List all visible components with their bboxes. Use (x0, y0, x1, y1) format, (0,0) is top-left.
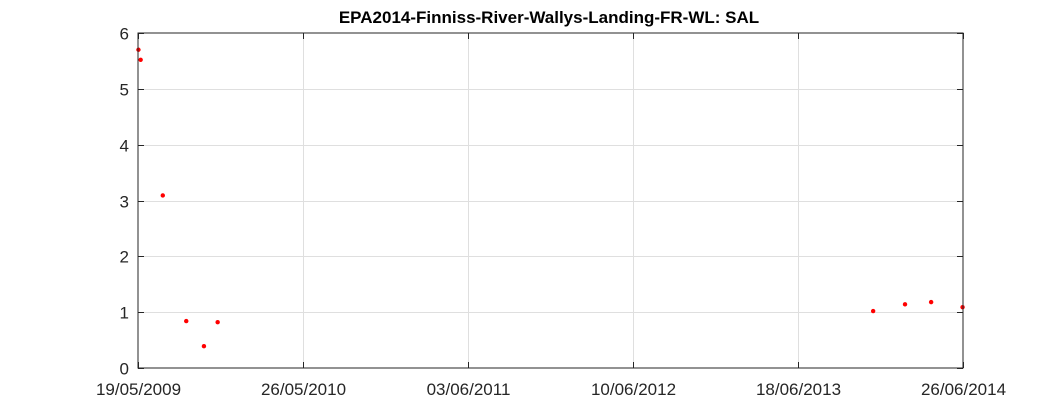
y-axis-ticks: 0 1 2 3 4 5 6 (120, 25, 963, 379)
data-point (870, 308, 876, 314)
x-tick-label: 19/05/2009 (96, 380, 181, 399)
x-tick-label: 18/06/2013 (756, 380, 841, 399)
y-tick-label: 0 (120, 360, 129, 379)
data-point (138, 57, 143, 62)
y-tick-label: 1 (120, 304, 129, 323)
y-tick-label: 4 (120, 137, 129, 156)
x-tick-label: 03/06/2011 (427, 380, 511, 399)
data-point (902, 302, 908, 307)
x-axis-ticks: 19/05/2009 26/05/2010 03/06/2011 10/06/2012… (96, 33, 1006, 399)
y-tick-label: 3 (120, 193, 129, 212)
data-point (160, 193, 165, 198)
data-point (928, 299, 934, 305)
grid-lines (138, 33, 963, 368)
y-tick-label: 5 (120, 81, 129, 100)
data-point (201, 344, 207, 349)
x-tick-label: 10/06/2012 (591, 380, 676, 399)
y-tick-label: 2 (120, 248, 129, 267)
x-tick-label: 26/06/2014 (921, 380, 1006, 399)
data-point (215, 320, 220, 325)
x-tick-label: 26/05/2010 (261, 380, 346, 399)
data-points (136, 47, 965, 349)
chart-title: EPA2014-Finniss-River-Wallys-Landing-FR-… (339, 8, 759, 27)
y-tick-label: 6 (120, 25, 129, 44)
data-point (184, 318, 189, 324)
plot-frame (137, 32, 964, 369)
